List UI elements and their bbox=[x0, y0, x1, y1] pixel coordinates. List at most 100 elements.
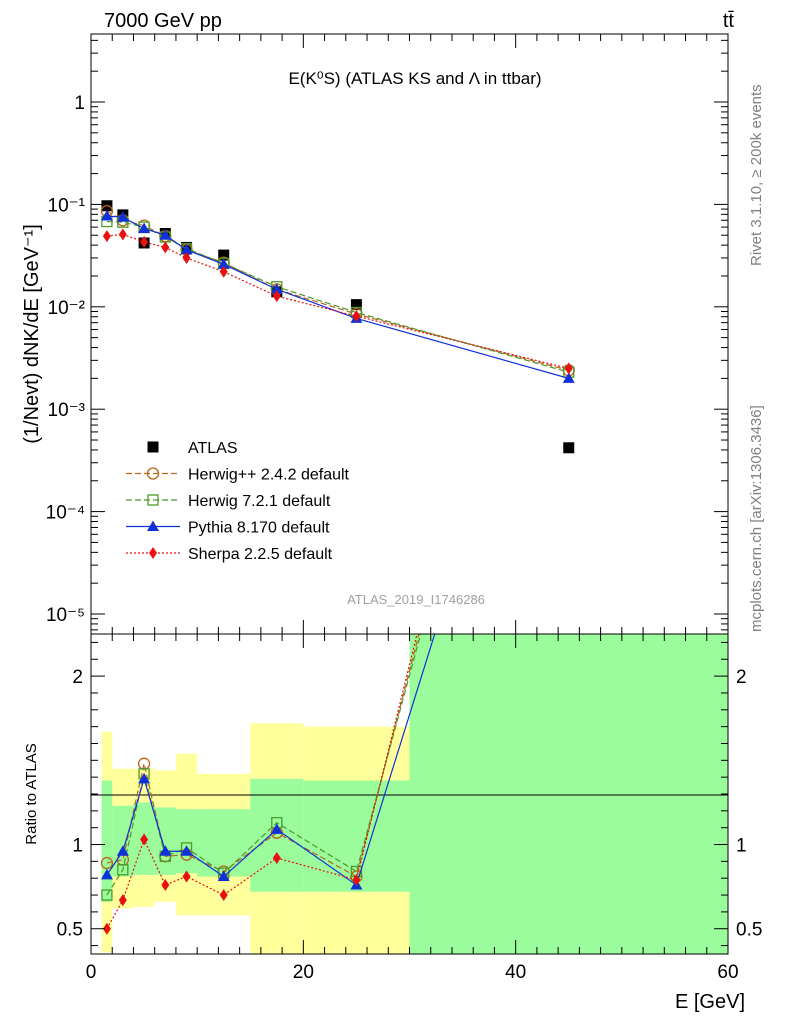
ratio-stat-uncertainty-band bbox=[101, 634, 728, 954]
ratio-point bbox=[217, 870, 230, 882]
legend-label: Herwig 7.2.1 default bbox=[188, 493, 331, 510]
series-line bbox=[106, 210, 569, 371]
main-y-tick-label: 10⁻¹ bbox=[48, 195, 86, 216]
band-bin bbox=[175, 809, 198, 874]
data-point bbox=[140, 235, 149, 248]
data-point bbox=[116, 211, 129, 222]
data-point bbox=[100, 210, 113, 221]
ratio-point bbox=[101, 889, 113, 901]
ratio-point bbox=[161, 878, 170, 891]
legend-marker bbox=[147, 494, 159, 506]
ratio-point bbox=[100, 868, 113, 880]
main-series-pythia-8-170-default bbox=[100, 210, 575, 383]
legend-marker bbox=[147, 520, 159, 531]
data-point bbox=[161, 241, 170, 254]
ratio-point bbox=[138, 772, 151, 784]
ratio-point bbox=[180, 845, 193, 856]
legend-item-herwig-7-2-1-default: Herwig 7.2.1 default bbox=[126, 493, 331, 510]
band-bin bbox=[112, 805, 134, 877]
band-bin bbox=[409, 634, 728, 954]
data-point bbox=[180, 243, 193, 255]
main-y-tick-label: 10⁻² bbox=[48, 298, 86, 319]
ratio-point bbox=[102, 922, 111, 935]
ratio-panel: 0.5 0.5 1 1 2 2 0 20 40 60 Ratio to ATLAS E [GeV… bbox=[23, 633, 762, 1013]
band-bin bbox=[154, 807, 176, 875]
data-point bbox=[272, 290, 281, 303]
legend-item-atlas: ATLAS bbox=[147, 440, 238, 457]
ratio-y-tick-label-right: 0.5 bbox=[736, 920, 762, 941]
main-y-tick-label: 1 bbox=[74, 93, 85, 114]
ratio-point bbox=[159, 845, 172, 856]
main-series-atlas bbox=[101, 200, 575, 454]
legend-item-sherpa-2-2-5-default: Sherpa 2.2.5 default bbox=[126, 546, 333, 563]
x-tick-label: 40 bbox=[505, 962, 526, 983]
legend-label: Pythia 8.170 default bbox=[188, 520, 330, 537]
data-point bbox=[350, 299, 362, 311]
data-point bbox=[219, 265, 228, 278]
legend-label: ATLAS bbox=[188, 440, 238, 457]
energy-label: 7000 GeV pp bbox=[104, 10, 222, 32]
main-y-tick-label: 10⁻³ bbox=[48, 400, 86, 421]
legend: ATLAS Herwig++ 2.4.2 default Herwig 7.2.1 … bbox=[126, 440, 350, 563]
legend-label: Sherpa 2.2.5 default bbox=[188, 546, 333, 563]
data-point bbox=[562, 372, 575, 383]
ratio-point bbox=[270, 823, 283, 834]
rivet-label: Rivet 3.1.10, ≥ 200k events bbox=[748, 84, 765, 266]
ratio-point bbox=[140, 833, 149, 846]
data-point bbox=[218, 249, 230, 261]
data-point bbox=[118, 228, 127, 241]
ratio-series-sherpa-2-2-5-default bbox=[102, 634, 418, 935]
x-axis-label: E [GeV] bbox=[675, 991, 745, 1013]
ratio-y-tick-label-right: 2 bbox=[736, 667, 747, 688]
ratio-y-tick-label: 2 bbox=[72, 667, 83, 688]
ratio-point bbox=[118, 894, 127, 907]
main-y-axis-label: (1/Nevt) dNK/dE [GeV⁻¹] bbox=[21, 224, 43, 444]
ratio-y-tick-label-right: 1 bbox=[736, 836, 747, 857]
mcplots-label: mcplots.cern.ch [arXiv:1306.3436] bbox=[748, 405, 765, 632]
analysis-watermark: ATLAS_2019_I1746286 bbox=[347, 592, 485, 607]
band-bin bbox=[250, 778, 304, 892]
main-y-tick-label: 10⁻⁵ bbox=[46, 605, 85, 626]
x-tick-label: 20 bbox=[293, 962, 314, 983]
ratio-y-tick-label: 0.5 bbox=[57, 920, 83, 941]
data-point bbox=[270, 283, 283, 294]
main-panel: 10⁻⁵ 10⁻⁴ 10⁻³ 10⁻² 10⁻¹ 1 E(K⁰S) (ATLAS KS a… bbox=[21, 33, 729, 635]
data-point bbox=[563, 442, 575, 454]
data-point bbox=[102, 230, 111, 243]
legend-label: Herwig++ 2.4.2 default bbox=[188, 467, 350, 484]
ratio-y-tick-label: 1 bbox=[72, 836, 83, 857]
series-line bbox=[106, 233, 569, 370]
band-bin bbox=[197, 809, 251, 877]
legend-marker bbox=[149, 547, 157, 559]
data-point bbox=[352, 310, 361, 323]
ratio-point bbox=[219, 889, 228, 902]
ratio-point bbox=[117, 864, 129, 876]
ratio-y-axis-label: Ratio to ATLAS bbox=[23, 743, 40, 844]
band-bin bbox=[101, 780, 113, 902]
ratio-point bbox=[137, 757, 151, 770]
ratio-point bbox=[100, 856, 114, 870]
series-line bbox=[106, 220, 569, 373]
legend-marker bbox=[146, 467, 160, 480]
band-bin bbox=[303, 780, 410, 892]
ratio-point bbox=[116, 845, 129, 856]
data-point bbox=[217, 258, 230, 269]
main-y-tick-label: 10⁻⁴ bbox=[46, 503, 85, 524]
ratio-point bbox=[352, 873, 361, 886]
x-tick-label: 60 bbox=[717, 962, 738, 983]
data-point bbox=[138, 222, 151, 234]
main-series-herwig-2-4-2-default bbox=[100, 204, 575, 377]
ratio-point bbox=[272, 852, 281, 864]
data-point bbox=[182, 251, 191, 264]
legend-item-pythia-8-170-default: Pythia 8.170 default bbox=[126, 520, 330, 537]
series-line bbox=[106, 215, 569, 379]
ratio-point bbox=[182, 870, 191, 883]
legend-marker bbox=[147, 441, 159, 453]
data-point bbox=[159, 229, 172, 240]
data-point bbox=[564, 362, 573, 375]
x-tick-label: 0 bbox=[86, 962, 97, 983]
chart-title: E(K⁰S) (ATLAS KS and Λ in ttbar) bbox=[288, 69, 541, 88]
legend-item-herwig-2-4-2-default: Herwig++ 2.4.2 default bbox=[126, 467, 350, 484]
process-label: tt̄ bbox=[723, 10, 735, 32]
